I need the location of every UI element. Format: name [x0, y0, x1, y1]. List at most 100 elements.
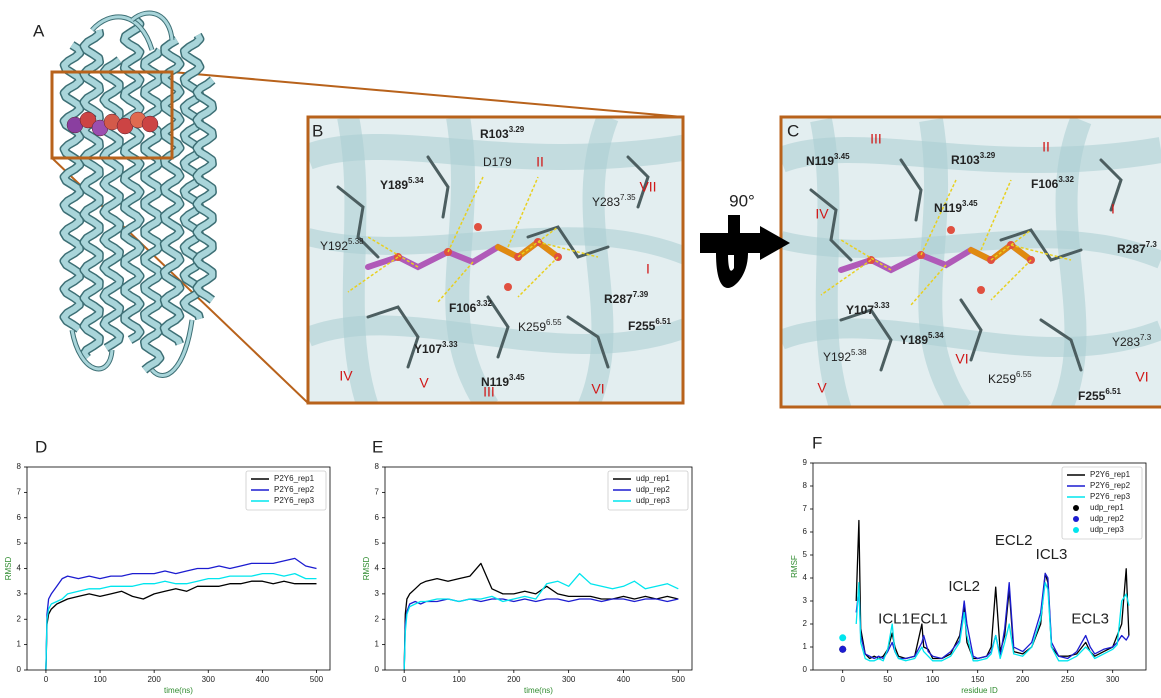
- protein-cartoon: [64, 13, 213, 376]
- residue-name: F106: [449, 301, 477, 315]
- y-axis-label: RMSD: [362, 557, 371, 581]
- helix-label: V: [817, 380, 827, 396]
- residue-name: Y107: [846, 303, 874, 317]
- y-tick-label: 7: [803, 504, 808, 513]
- residue-name: R103: [951, 153, 980, 167]
- residue-number: 7.3: [1146, 240, 1158, 249]
- y-tick-label: 5: [803, 550, 808, 559]
- x-tick-label: 100: [452, 675, 466, 684]
- residue-number: 3.45: [509, 373, 525, 382]
- helix-label: VI: [955, 351, 968, 367]
- y-tick-label: 9: [803, 458, 808, 467]
- residue-number: 3.33: [442, 340, 458, 349]
- x-tick-label: 300: [202, 675, 216, 684]
- panel-label: D: [35, 437, 47, 456]
- y-tick-label: 3: [375, 589, 380, 598]
- residue-number: 6.55: [546, 318, 562, 327]
- x-tick-label: 400: [256, 675, 270, 684]
- legend-label: udp_rep1: [636, 474, 670, 483]
- data-line: [404, 563, 678, 670]
- x-tick-label: 250: [1061, 675, 1075, 684]
- residue-number: 3.32: [1058, 175, 1074, 184]
- residue-name: F106: [1031, 177, 1059, 191]
- x-tick-label: 500: [672, 675, 686, 684]
- helix-label: IV: [815, 206, 829, 222]
- legend-label: P2Y6_rep3: [274, 496, 315, 505]
- y-tick-label: 1: [17, 640, 22, 649]
- x-tick-label: 300: [562, 675, 576, 684]
- y-tick-label: 4: [375, 564, 380, 573]
- data-line: [856, 521, 1129, 659]
- residue-number: 5.34: [928, 331, 944, 340]
- helix-label: VI: [1135, 369, 1148, 385]
- y-tick-label: 0: [375, 665, 380, 674]
- helix-label: VII: [639, 179, 656, 195]
- helix-tube: [1061, 120, 1081, 410]
- y-tick-label: 6: [17, 513, 22, 522]
- legend-swatch: [1073, 516, 1079, 522]
- helix-label: II: [536, 154, 544, 170]
- residue-number: 6.55: [1016, 370, 1032, 379]
- y-tick-label: 8: [375, 462, 380, 471]
- y-tick-label: 6: [803, 527, 808, 536]
- residue-number: 5.34: [408, 176, 424, 185]
- y-tick-label: 4: [17, 564, 22, 573]
- residue-number: 6.51: [1105, 387, 1121, 396]
- y-tick-label: 0: [803, 665, 808, 674]
- residue-number: 7.3: [1140, 333, 1152, 342]
- residue-name: F255: [628, 319, 656, 333]
- y-tick-label: 2: [375, 614, 380, 623]
- legend-label: udp_rep3: [636, 496, 670, 505]
- x-tick-label: 0: [44, 675, 49, 684]
- panel-label: C: [787, 121, 799, 140]
- helix-label: II: [1042, 139, 1050, 155]
- residue-name: D179: [483, 155, 512, 169]
- residue-name: F255: [1078, 389, 1106, 403]
- data-line: [46, 558, 317, 670]
- legend-label: P2Y6_rep3: [1090, 492, 1131, 501]
- legend-swatch: [1073, 527, 1079, 533]
- legend-label: P2Y6_rep2: [1090, 481, 1131, 490]
- residue-number: 6.51: [655, 317, 671, 326]
- helix-label: I: [1111, 201, 1115, 217]
- residue-name: Y283: [592, 195, 620, 209]
- residue-name: R287: [1117, 242, 1146, 256]
- annotation: ICL2: [948, 578, 980, 595]
- legend-label: udp_rep2: [636, 485, 670, 494]
- legend-label: P2Y6_rep1: [274, 474, 315, 483]
- annotation: ICL1: [878, 610, 910, 627]
- x-axis-label: residue ID: [961, 686, 998, 695]
- helix-label: VI: [591, 381, 604, 397]
- rotation-arrow: [700, 226, 790, 288]
- legend-label: P2Y6_rep2: [274, 485, 315, 494]
- y-tick-label: 8: [17, 462, 22, 471]
- x-tick-label: 0: [840, 675, 845, 684]
- oxygen: [474, 223, 482, 231]
- residue-name: Y107: [414, 342, 442, 356]
- residue-number: 3.45: [962, 199, 978, 208]
- figure: A B C 90° R1033.29D179Y1895.34Y2837.35Y1…: [0, 0, 1161, 698]
- y-tick-label: 2: [17, 614, 22, 623]
- structure-images: [52, 13, 1161, 410]
- data-line: [404, 599, 678, 670]
- data-line: [46, 574, 317, 670]
- residue-number: 3.33: [874, 301, 890, 310]
- residue-number: 5.38: [348, 237, 364, 246]
- x-tick-label: 300: [1106, 675, 1120, 684]
- oxygen: [977, 286, 985, 294]
- x-tick-label: 200: [1016, 675, 1030, 684]
- y-tick-label: 0: [17, 665, 22, 674]
- x-axis-label: time(ns): [524, 686, 553, 695]
- legend-swatch: [1073, 505, 1079, 511]
- residue-number: 5.38: [851, 348, 867, 357]
- data-line: [46, 581, 317, 670]
- residue-number: 3.32: [476, 299, 492, 308]
- oxygen: [504, 283, 512, 291]
- x-tick-label: 200: [507, 675, 521, 684]
- legend-label: udp_rep3: [1090, 525, 1124, 534]
- residue-number: 3.45: [834, 152, 850, 161]
- y-tick-label: 7: [17, 487, 22, 496]
